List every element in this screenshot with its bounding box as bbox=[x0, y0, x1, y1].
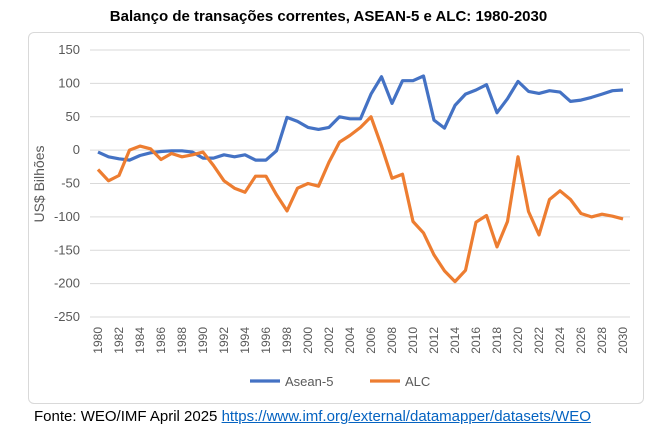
legend-label: Asean-5 bbox=[285, 374, 333, 389]
x-tick-label: 1990 bbox=[196, 327, 210, 354]
y-tick-label: 100 bbox=[58, 75, 80, 90]
x-tick-label: 1986 bbox=[154, 327, 168, 354]
y-tick-label: 50 bbox=[66, 109, 80, 124]
x-tick-label: 2026 bbox=[574, 327, 588, 354]
x-tick-label: 1992 bbox=[217, 327, 231, 354]
y-tick-label: -200 bbox=[54, 276, 80, 291]
series-line-alc bbox=[96, 115, 624, 284]
y-tick-label: 150 bbox=[58, 42, 80, 57]
chart-title: Balanço de transações correntes, ASEAN-5… bbox=[109, 8, 548, 25]
y-tick-label: -150 bbox=[54, 242, 80, 257]
legend-label: ALC bbox=[405, 374, 430, 389]
x-tick-label: 2018 bbox=[490, 327, 504, 354]
x-tick-label: 2000 bbox=[301, 327, 315, 354]
x-tick-label: 1988 bbox=[175, 327, 189, 354]
chart-area bbox=[28, 32, 644, 404]
x-tick-label: 2002 bbox=[322, 327, 336, 354]
source-prefix: Fonte: WEO/IMF April 2025 bbox=[34, 408, 222, 425]
x-tick-label: 2006 bbox=[364, 327, 378, 354]
x-tick-label: 2030 bbox=[616, 327, 630, 354]
x-tick-label: 2004 bbox=[343, 327, 357, 354]
source-note: Fonte: WEO/IMF April 2025 https://www.im… bbox=[34, 408, 591, 425]
y-tick-label: -50 bbox=[61, 176, 80, 191]
x-tick-label: 1996 bbox=[259, 327, 273, 354]
x-tick-label: 2020 bbox=[511, 327, 525, 354]
x-tick-label: 1980 bbox=[91, 327, 105, 354]
x-tick-label: 2022 bbox=[532, 327, 546, 354]
y-axis-label: US$ Bilhões bbox=[31, 145, 47, 222]
x-tick-label: 1982 bbox=[112, 327, 126, 354]
x-tick-label: 1994 bbox=[238, 327, 252, 354]
x-tick-label: 2010 bbox=[406, 327, 420, 354]
series-line-asean-5 bbox=[97, 74, 624, 162]
x-tick-label: 1984 bbox=[133, 327, 147, 354]
x-tick-label: 2016 bbox=[469, 327, 483, 354]
x-tick-label: 2008 bbox=[385, 327, 399, 354]
x-tick-label: 2024 bbox=[553, 327, 567, 354]
y-tick-label: -250 bbox=[54, 309, 80, 324]
source-link[interactable]: https://www.imf.org/external/datamapper/… bbox=[221, 408, 591, 425]
x-tick-label: 2028 bbox=[595, 327, 609, 354]
y-tick-label: -100 bbox=[54, 209, 80, 224]
y-tick-label: 0 bbox=[73, 142, 80, 157]
x-tick-label: 2012 bbox=[427, 327, 441, 354]
x-tick-label: 2014 bbox=[448, 327, 462, 354]
x-tick-label: 1998 bbox=[280, 327, 294, 354]
